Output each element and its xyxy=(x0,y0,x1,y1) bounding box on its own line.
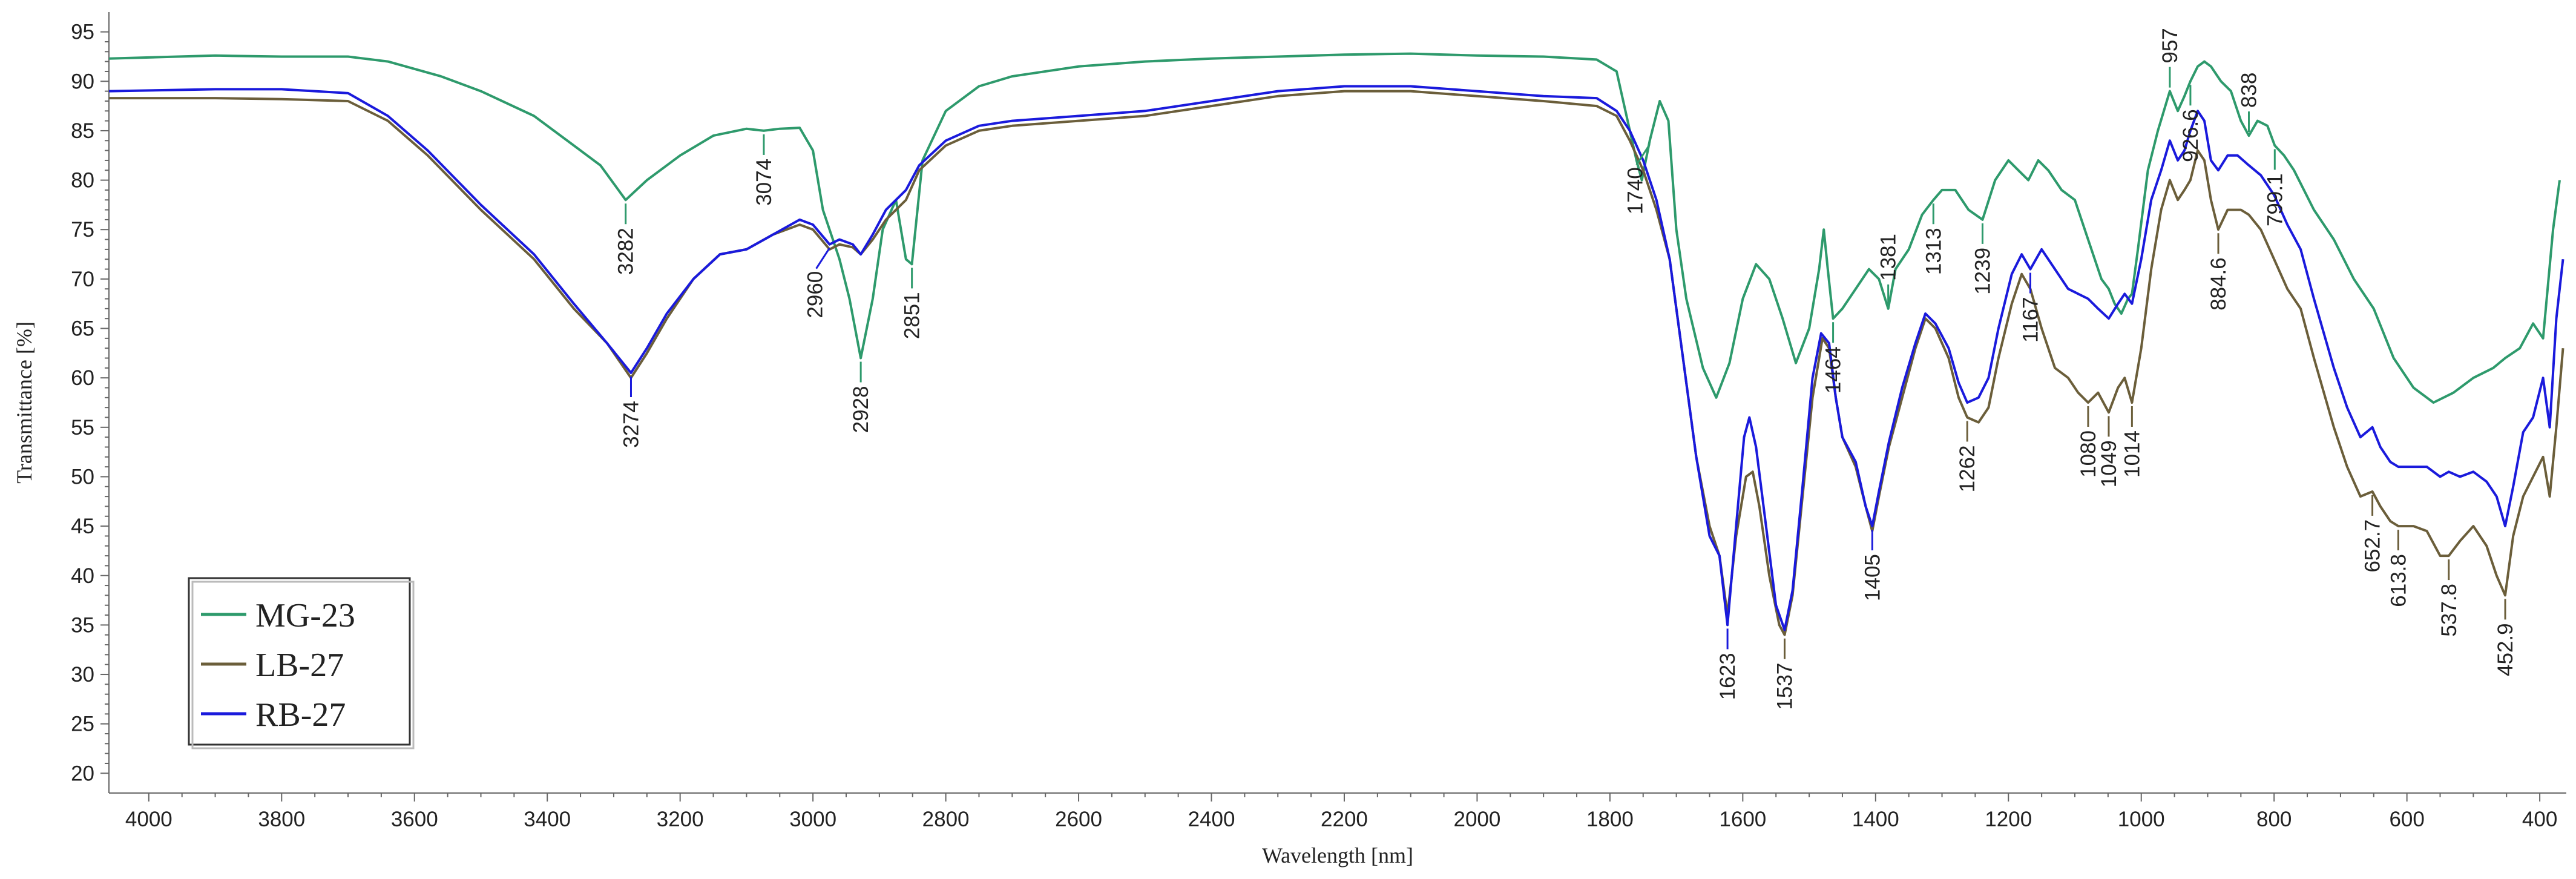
legend-label-rb-27: RB-27 xyxy=(255,696,346,734)
peak-label: 3074 xyxy=(752,159,776,206)
peak-label: 799.1 xyxy=(2263,173,2287,226)
peak-label: 1313 xyxy=(1922,228,1945,275)
y-tick-label: 90 xyxy=(71,70,94,93)
legend-shadow xyxy=(191,581,415,749)
peak-label: 957 xyxy=(2158,28,2182,63)
y-tick-label: 70 xyxy=(71,268,94,291)
legend-box xyxy=(188,577,411,746)
x-tick-label: 3600 xyxy=(391,808,438,831)
x-tick-label: 3200 xyxy=(657,808,704,831)
peak-label: 1464 xyxy=(1822,346,1845,393)
peak-label: 452.9 xyxy=(2494,623,2517,676)
peak-label: 652.7 xyxy=(2361,519,2385,573)
y-tick-label: 45 xyxy=(71,515,94,538)
series-line-mg-23 xyxy=(108,52,2561,404)
y-tick-label: 65 xyxy=(71,317,94,341)
peak-label: 537.8 xyxy=(2437,584,2461,637)
peak-label: 838 xyxy=(2237,73,2261,108)
y-tick-label: 30 xyxy=(71,663,94,686)
x-axis-title: Wavelength [nm] xyxy=(1262,843,1413,867)
y-tick-label: 95 xyxy=(71,21,94,44)
peak-label: 926.6 xyxy=(2179,109,2203,162)
peak-label: 884.6 xyxy=(2207,257,2230,311)
peak-label: 1405 xyxy=(1861,554,1884,601)
peak-label: 1014 xyxy=(2120,430,2144,478)
axes: 20 25 30 35 40 45 50 55 60 65 70 75 80 85 90 95 4000 3800… xyxy=(71,12,2566,831)
series-layer xyxy=(108,52,2564,636)
series-line-rb-27 xyxy=(108,85,2564,631)
peak-label: 1167 xyxy=(2019,297,2042,343)
y-tick-label: 80 xyxy=(71,169,94,193)
peak-leader-line xyxy=(1635,143,1651,166)
y-tick-label: 25 xyxy=(71,713,94,736)
y-tick-label: 55 xyxy=(71,416,94,440)
x-tick-label: 4000 xyxy=(125,808,172,831)
legend: MG-23 LB-27 RB-27 xyxy=(188,577,415,749)
x-tick-label: 1200 xyxy=(1985,808,2032,831)
peak-leader-line xyxy=(815,247,830,269)
y-tick-label: 60 xyxy=(71,366,94,390)
y-tick-label: 40 xyxy=(71,564,94,588)
x-tick-label: 800 xyxy=(2256,808,2292,831)
x-tick-label: 2600 xyxy=(1055,808,1102,831)
peak-label: 3282 xyxy=(614,228,638,275)
peak-label: 1537 xyxy=(1773,663,1796,710)
x-tick-label: 3400 xyxy=(524,808,571,831)
x-tick-label: 400 xyxy=(2522,808,2557,831)
peak-label: 1080 xyxy=(2077,430,2100,478)
legend-label-mg-23: MG-23 xyxy=(255,597,355,634)
x-tick-label: 1600 xyxy=(1719,808,1766,831)
x-tick-label: 2200 xyxy=(1321,808,1368,831)
x-tick-label: 1800 xyxy=(1586,808,1634,831)
y-tick-label: 35 xyxy=(71,613,94,637)
peak-label: 2851 xyxy=(901,292,924,339)
y-tick-label: 85 xyxy=(71,119,94,143)
peak-label: 1740 xyxy=(1624,167,1648,214)
peak-label: 3274 xyxy=(619,401,643,448)
legend-label-lb-27: LB-27 xyxy=(255,647,344,684)
peak-label: 2928 xyxy=(849,386,873,433)
x-tick-label: 2400 xyxy=(1188,808,1235,831)
x-tick-label: 2000 xyxy=(1453,808,1500,831)
annotation-layer: 3282 3074 2928 2851 1740 1381 1313 1239 957 926.6… xyxy=(614,28,2517,709)
peak-label: 2960 xyxy=(804,271,827,318)
x-tick-label: 1400 xyxy=(1852,808,1899,831)
x-tick-label: 2800 xyxy=(922,808,970,831)
peak-label: 1049 xyxy=(2097,440,2121,487)
peak-label: 1623 xyxy=(1716,653,1740,700)
x-tick-label: 3000 xyxy=(789,808,836,831)
x-tick-label: 1000 xyxy=(2118,808,2165,831)
x-tick-label: 600 xyxy=(2389,808,2424,831)
peak-label: 1381 xyxy=(1877,234,1901,281)
x-tick-label: 3800 xyxy=(258,808,305,831)
y-axis-title: Transmittance [%] xyxy=(12,321,36,484)
y-tick-label: 50 xyxy=(71,465,94,489)
peak-label: 613.8 xyxy=(2387,554,2410,607)
y-tick-label: 20 xyxy=(71,762,94,785)
y-tick-label: 75 xyxy=(71,218,94,242)
peak-label: 1262 xyxy=(1956,445,1979,492)
peak-label: 1239 xyxy=(1971,248,1994,295)
